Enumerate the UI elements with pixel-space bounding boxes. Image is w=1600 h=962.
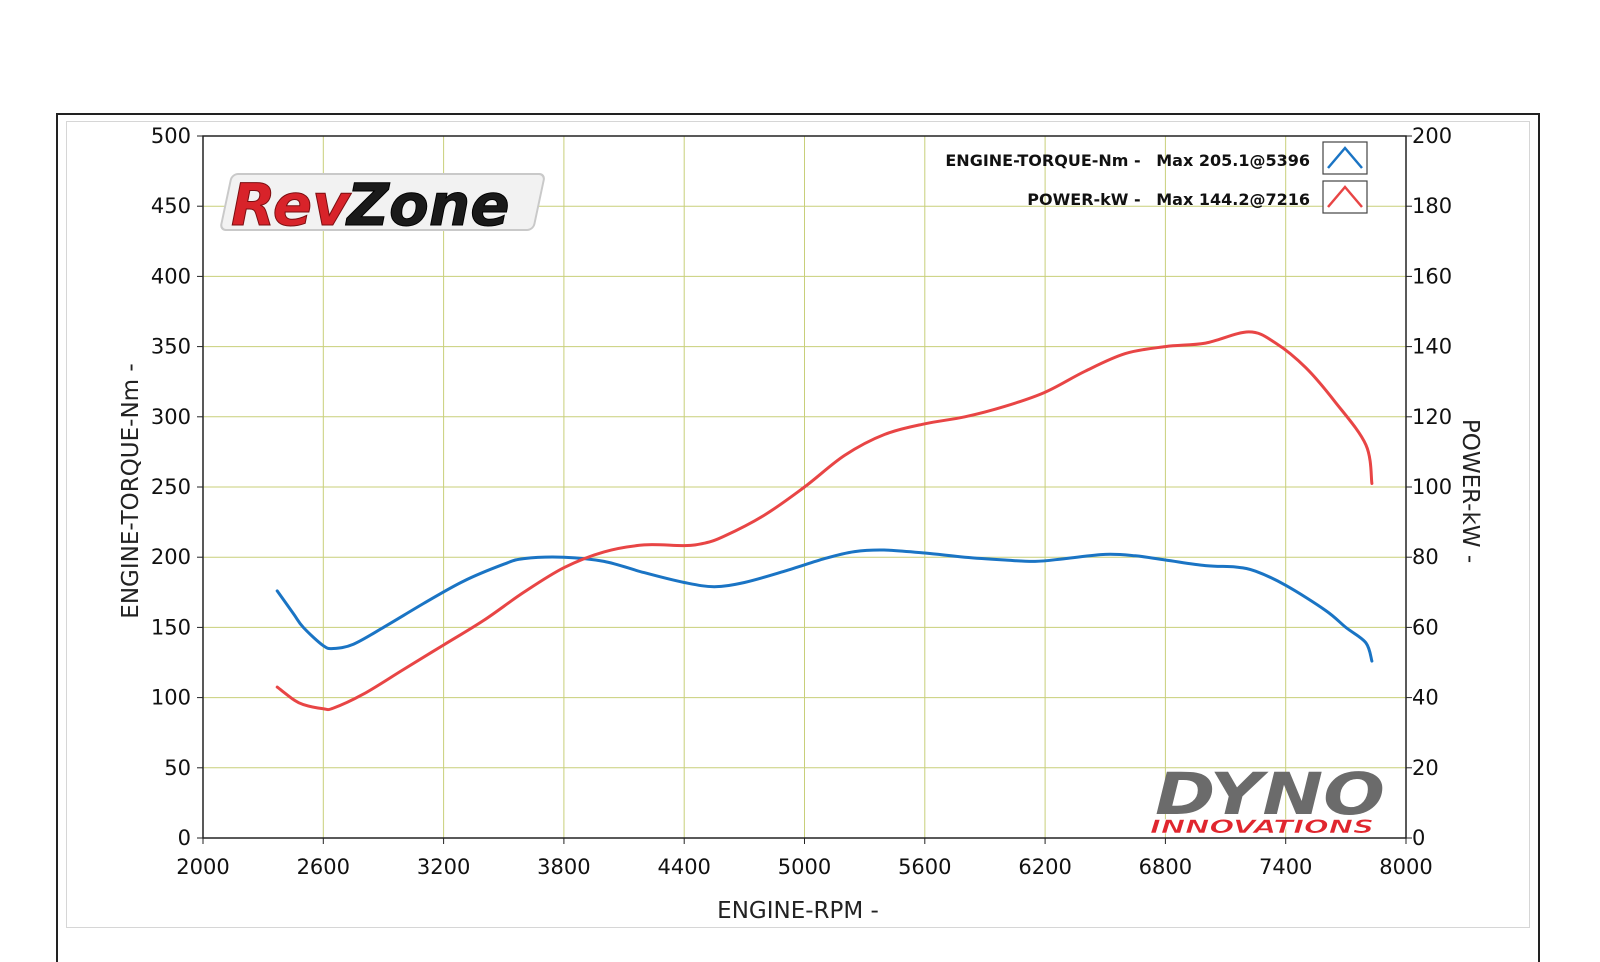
y-left-tick-label: 150 <box>151 615 191 639</box>
svg-text:POWER-kW - Max 144.2@721: POWER-kW - Max 144.2@7216 <box>1027 190 1310 209</box>
y-left-tick-label: 100 <box>151 686 191 710</box>
revzone-logo: Rev Zone <box>220 171 545 240</box>
legend-power-max: Max 144.2@7216 <box>1156 190 1310 209</box>
x-tick-label: 5600 <box>898 855 951 879</box>
y-right-tick-label: 80 <box>1412 545 1439 569</box>
x-tick-label: 3800 <box>537 855 590 879</box>
x-tick-label: 6200 <box>1018 855 1071 879</box>
y-right-axis-title: POWER-kW - <box>1457 419 1483 563</box>
y-left-tick-label: 300 <box>151 405 191 429</box>
y-right-tick-label: 100 <box>1412 475 1452 499</box>
grid <box>197 135 1412 844</box>
innovations-logo-text: INNOVATIONS <box>1150 816 1374 838</box>
revzone-logo-zone: Zone <box>345 171 510 239</box>
y-left-tick-label: 0 <box>178 826 191 850</box>
y-right-tick-label: 180 <box>1412 194 1452 218</box>
y-left-tick-label: 400 <box>151 264 191 288</box>
series <box>275 330 1374 712</box>
y-left-tick-label: 200 <box>151 545 191 569</box>
x-tick-label: 2600 <box>297 855 350 879</box>
legend: ENGINE-TORQUE-Nm - Max 205.1@5396 POWER-… <box>945 141 1368 214</box>
tick-labels: 2000 2600 3200 3800 4400 5000 5600 6200 6800 7400… <box>151 124 1452 879</box>
x-tick-label: 4400 <box>657 855 710 879</box>
y-right-tick-label: 200 <box>1412 124 1452 148</box>
y-right-tick-label: 140 <box>1412 335 1452 359</box>
chart-frame <box>56 113 1540 962</box>
dyno-logo-text: DYNO <box>1155 760 1385 828</box>
svg-text:ENGINE-TORQUE-Nm - Max 2: ENGINE-TORQUE-Nm - Max 205.1@5396 <box>945 151 1310 170</box>
chart-inner-frame <box>66 121 1530 928</box>
x-tick-label: 2000 <box>176 855 229 879</box>
x-tick-label: 7400 <box>1259 855 1312 879</box>
dyno-innovations-logo: DYNO INNOVATIONS <box>1150 760 1385 838</box>
x-tick-label: 8000 <box>1379 855 1432 879</box>
revzone-logo-rev: Rev <box>231 171 352 239</box>
y-right-tick-label: 40 <box>1412 686 1439 710</box>
y-left-tick-label: 450 <box>151 194 191 218</box>
legend-torque-max: Max 205.1@5396 <box>1156 151 1310 170</box>
x-tick-label: 5000 <box>778 855 831 879</box>
torque-series-line <box>275 548 1374 663</box>
y-right-tick-label: 160 <box>1412 264 1452 288</box>
y-right-tick-label: 120 <box>1412 405 1452 429</box>
legend-torque-swatch <box>1322 141 1368 175</box>
legend-torque-swatch-line <box>1327 146 1363 169</box>
y-left-tick-label: 50 <box>164 756 191 780</box>
x-axis-title: ENGINE-RPM - <box>717 898 879 924</box>
y-right-tick-label: 60 <box>1412 615 1439 639</box>
y-left-tick-label: 250 <box>151 475 191 499</box>
legend-power-name: POWER-kW - <box>1027 190 1140 209</box>
y-left-axis-title: ENGINE-TORQUE-Nm - <box>118 363 144 618</box>
y-right-tick-label: 20 <box>1412 756 1439 780</box>
x-tick-label: 3200 <box>417 855 470 879</box>
plot-area-border <box>202 135 1407 839</box>
y-right-tick-label: 0 <box>1412 826 1425 850</box>
y-left-tick-label: 500 <box>151 124 191 148</box>
y-left-tick-label: 350 <box>151 335 191 359</box>
legend-power-swatch-line <box>1327 185 1363 208</box>
power-series-line <box>275 330 1374 712</box>
legend-torque-name: ENGINE-TORQUE-Nm - <box>945 151 1140 170</box>
x-tick-label: 6800 <box>1139 855 1192 879</box>
